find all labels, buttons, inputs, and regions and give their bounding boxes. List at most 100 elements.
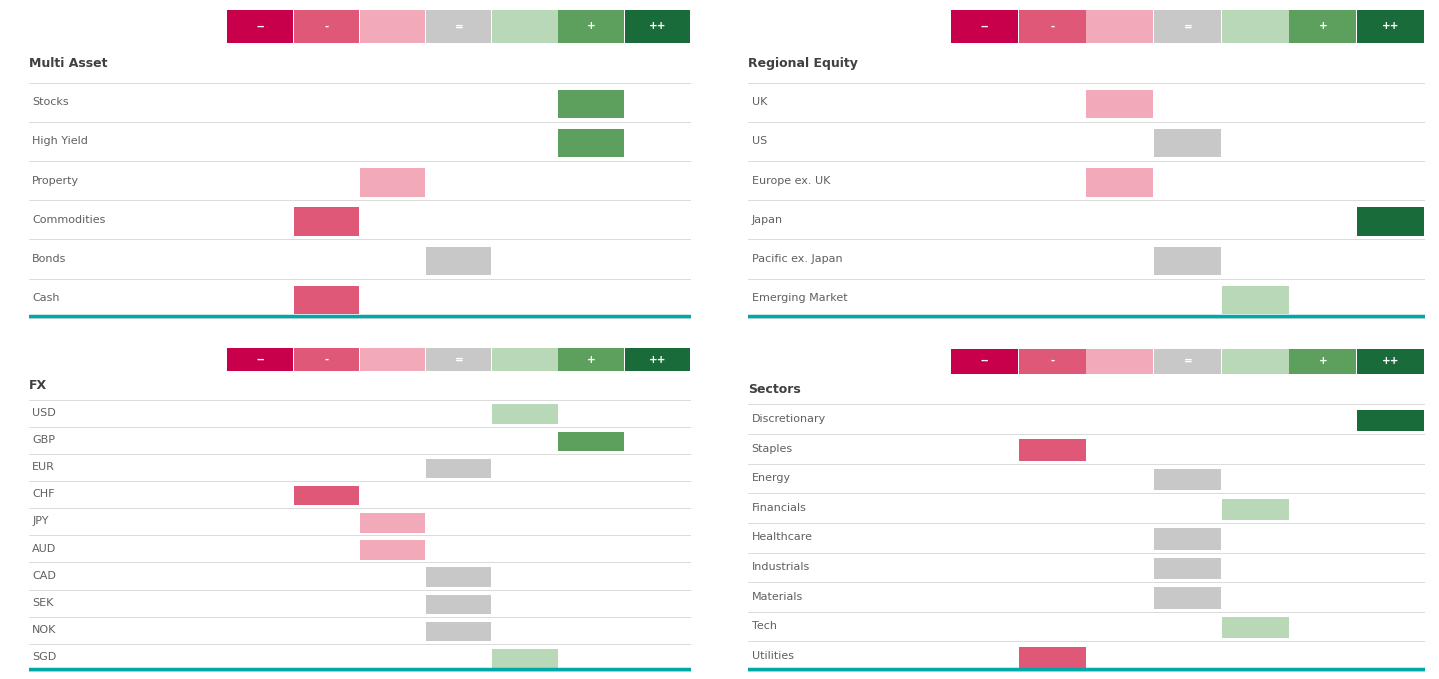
Bar <box>492 348 558 371</box>
Bar <box>1222 617 1289 638</box>
Text: -: - <box>325 21 328 31</box>
Bar <box>1019 439 1086 460</box>
Text: US: US <box>751 136 767 147</box>
Text: AUD: AUD <box>32 544 56 553</box>
Bar <box>1086 348 1154 373</box>
Text: Industrials: Industrials <box>751 562 810 572</box>
Text: =: = <box>1183 21 1193 31</box>
Text: JPY: JPY <box>32 517 49 526</box>
Bar <box>1289 10 1357 43</box>
Bar <box>294 208 360 236</box>
Bar <box>558 130 625 158</box>
Bar <box>951 10 1019 43</box>
Bar <box>294 348 360 371</box>
Bar <box>558 10 625 43</box>
Text: USD: USD <box>32 408 56 418</box>
Bar <box>1357 348 1425 373</box>
Text: --: -- <box>256 21 265 31</box>
Bar <box>360 168 426 196</box>
Text: --: -- <box>981 21 989 31</box>
Text: High Yield: High Yield <box>32 136 88 147</box>
Text: =: = <box>455 355 463 365</box>
Bar <box>1154 469 1222 490</box>
Bar <box>360 513 426 532</box>
Bar <box>625 10 691 43</box>
Bar <box>360 540 426 559</box>
Bar <box>294 10 360 43</box>
Bar <box>492 10 558 43</box>
Bar <box>1289 348 1357 373</box>
Text: Discretionary: Discretionary <box>751 414 826 424</box>
Text: --: -- <box>256 355 265 365</box>
Bar <box>1222 286 1289 314</box>
Text: Healthcare: Healthcare <box>751 532 813 543</box>
Bar <box>1357 208 1425 236</box>
Text: GBP: GBP <box>32 435 55 445</box>
Bar <box>625 348 691 371</box>
Text: Stocks: Stocks <box>32 98 69 107</box>
Text: Financials: Financials <box>751 502 806 513</box>
Text: Property: Property <box>32 176 79 185</box>
Text: +: + <box>587 21 596 31</box>
Text: Sectors: Sectors <box>748 383 802 396</box>
Text: UK: UK <box>751 98 767 107</box>
Text: +: + <box>587 355 596 365</box>
Bar <box>558 348 625 371</box>
Text: Utilities: Utilities <box>751 651 794 661</box>
Bar <box>1154 558 1222 579</box>
Text: Energy: Energy <box>751 473 791 483</box>
Bar <box>1222 498 1289 520</box>
Bar <box>1154 130 1222 158</box>
Text: =: = <box>1183 356 1193 366</box>
Bar <box>360 348 426 371</box>
Bar <box>294 286 360 314</box>
Bar <box>1154 246 1222 274</box>
Text: Cash: Cash <box>32 293 59 303</box>
Text: Staples: Staples <box>751 443 793 454</box>
Text: CAD: CAD <box>32 571 56 581</box>
Bar <box>1222 348 1289 373</box>
Bar <box>426 459 492 478</box>
Text: Pacific ex. Japan: Pacific ex. Japan <box>751 254 842 263</box>
Text: CHF: CHF <box>32 490 55 499</box>
Text: SEK: SEK <box>32 598 53 608</box>
Bar <box>426 595 492 614</box>
Text: Regional Equity: Regional Equity <box>748 57 858 70</box>
Text: Multi Asset: Multi Asset <box>29 57 108 70</box>
Text: ++: ++ <box>1381 21 1400 31</box>
Text: =: = <box>455 21 463 31</box>
Bar <box>951 348 1019 373</box>
Bar <box>1357 10 1425 43</box>
Text: Tech: Tech <box>751 621 777 631</box>
Bar <box>426 10 492 43</box>
Bar <box>1154 587 1222 609</box>
Bar <box>426 568 492 587</box>
Bar <box>1086 90 1154 118</box>
Bar <box>1222 10 1289 43</box>
Bar <box>426 622 492 641</box>
Bar <box>1019 10 1086 43</box>
Text: -: - <box>1050 21 1055 31</box>
Text: ++: ++ <box>649 355 666 365</box>
Bar <box>558 90 625 118</box>
Text: Japan: Japan <box>751 215 783 225</box>
Bar <box>426 348 492 371</box>
Bar <box>1019 646 1086 668</box>
Text: +: + <box>1318 21 1328 31</box>
Text: EUR: EUR <box>32 462 55 472</box>
Bar <box>492 649 558 668</box>
Text: ++: ++ <box>1381 356 1400 366</box>
Bar <box>294 486 360 505</box>
Text: -: - <box>325 355 328 365</box>
Bar <box>1086 10 1154 43</box>
Text: --: -- <box>981 356 989 366</box>
Bar <box>360 10 426 43</box>
Text: Materials: Materials <box>751 591 803 602</box>
Bar <box>1154 348 1222 373</box>
Bar <box>492 405 558 424</box>
Bar <box>558 432 625 451</box>
Bar <box>1357 409 1425 431</box>
Text: Emerging Market: Emerging Market <box>751 293 848 303</box>
Bar <box>227 10 294 43</box>
Bar <box>426 246 492 274</box>
